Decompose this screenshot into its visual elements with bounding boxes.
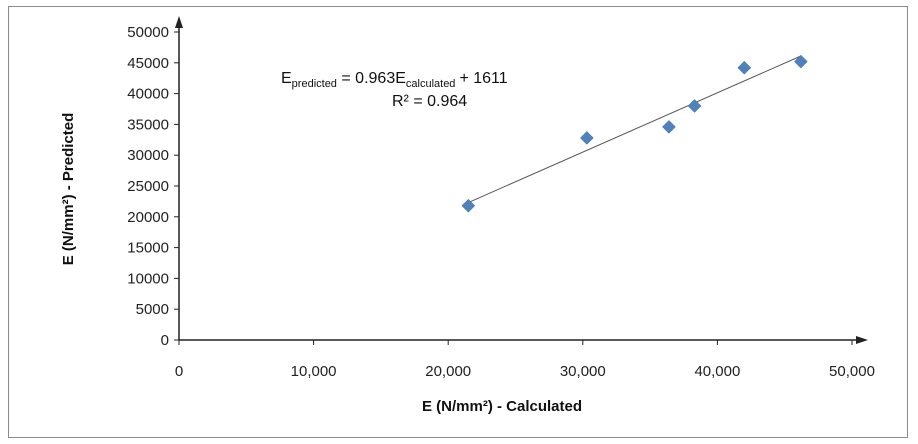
data-point-diamond bbox=[579, 131, 594, 145]
axes bbox=[175, 16, 868, 344]
data-point-diamond bbox=[793, 54, 808, 69]
x-tick-label: 40,000 bbox=[694, 363, 740, 380]
r-squared-label: R² = 0.964 bbox=[392, 93, 467, 110]
y-tick-labels: 0 5000 10000 15000 20000 25000 30000 35000 40000… bbox=[127, 24, 179, 349]
eq-lhs-subscript: predicted bbox=[292, 78, 337, 90]
trendline bbox=[468, 55, 802, 203]
y-tick-label: 20000 bbox=[127, 209, 169, 226]
y-tick-label: 15000 bbox=[127, 240, 169, 257]
data-point-diamond bbox=[737, 60, 752, 75]
x-tick-label: 50,000 bbox=[829, 363, 875, 380]
eq-intercept: + 1611 bbox=[459, 70, 507, 87]
y-tick-label: 25000 bbox=[127, 178, 169, 195]
eq-lhs: E bbox=[281, 70, 292, 87]
eq-coefficient: = 0.963E bbox=[337, 70, 406, 87]
y-axis-title: E (N/mm²) - Predicted bbox=[60, 113, 77, 266]
y-tick-label: 0 bbox=[161, 332, 169, 349]
y-tick-label: 10000 bbox=[127, 270, 169, 287]
data-points bbox=[461, 54, 808, 213]
x-tick-labels: 0 10,000 20,000 30,000 40,000 50,000 bbox=[175, 340, 875, 380]
trendline-equation: Epredicted = 0.963Ecalculated + 1611 bbox=[281, 70, 508, 90]
data-point-diamond bbox=[662, 120, 676, 134]
y-tick-label: 5000 bbox=[136, 301, 169, 318]
y-tick-label: 30000 bbox=[127, 147, 169, 164]
x-tick-label: 10,000 bbox=[291, 363, 337, 380]
y-tick-label: 40000 bbox=[127, 86, 169, 103]
y-tick-label: 45000 bbox=[127, 55, 169, 72]
y-tick-label: 50000 bbox=[127, 24, 169, 41]
x-axis-arrow bbox=[856, 336, 868, 344]
chart-frame: 0 5000 10000 15000 20000 25000 30000 35000 40000… bbox=[8, 6, 908, 438]
y-axis-arrow bbox=[175, 16, 183, 28]
trendline-group bbox=[468, 55, 802, 203]
x-tick-label: 20,000 bbox=[425, 363, 471, 380]
eq-rhs-subscript: calculated bbox=[406, 78, 456, 90]
y-tick-label: 35000 bbox=[127, 116, 169, 133]
data-point-diamond bbox=[687, 99, 702, 113]
data-point-diamond bbox=[461, 198, 476, 213]
x-tick-label: 30,000 bbox=[560, 363, 606, 380]
x-tick-label: 0 bbox=[175, 363, 183, 380]
scatter-chart: 0 5000 10000 15000 20000 25000 30000 35000 40000… bbox=[60, 16, 875, 415]
x-axis-title: E (N/mm²) - Calculated bbox=[422, 398, 582, 415]
